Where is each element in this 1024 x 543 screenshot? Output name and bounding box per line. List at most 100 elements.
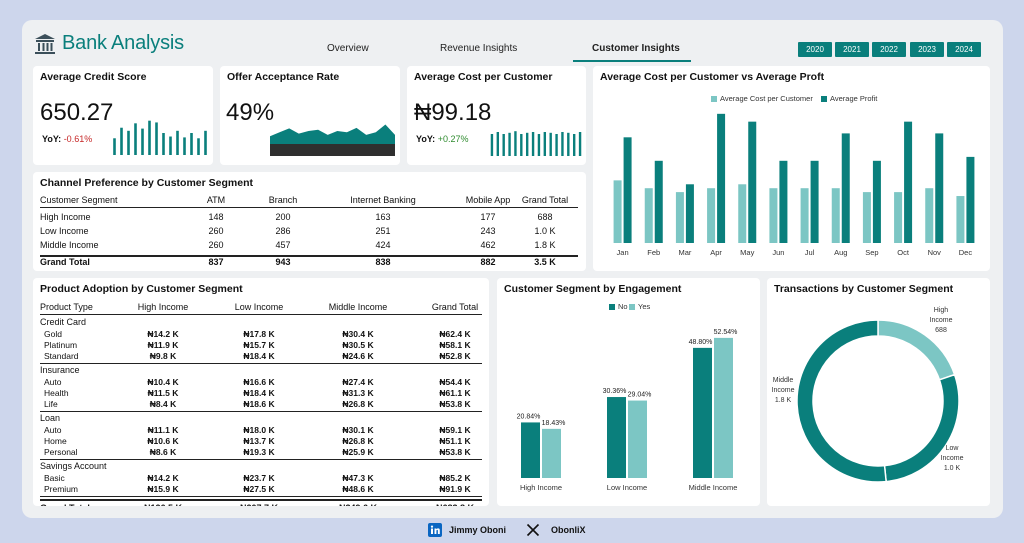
sparkline-bar xyxy=(549,132,552,156)
bar-cost xyxy=(925,188,934,243)
data-label: 52.54% xyxy=(714,329,738,336)
credit-score-sparkline xyxy=(113,120,207,155)
sparkline-bar xyxy=(197,138,200,155)
table-cell: Middle Income xyxy=(40,240,99,250)
table-header-cell: Mobile App xyxy=(465,195,511,205)
yoy-label: YoY: xyxy=(42,134,62,144)
card-engagement: Customer Segment by Engagement No Yes 20… xyxy=(497,278,760,506)
bar-cost xyxy=(738,184,747,243)
table-cell: 260 xyxy=(208,240,224,250)
table-cell: 251 xyxy=(375,226,391,236)
year-button-2024[interactable]: 2024 xyxy=(947,42,981,57)
bar-profit xyxy=(810,160,819,243)
table-header-cell: Grand Total xyxy=(431,302,479,312)
table-cell: Life xyxy=(44,399,58,409)
table-cell: ₦18.4 K xyxy=(243,351,275,361)
kpi-yoy: YoY: +0.27% xyxy=(416,134,468,144)
year-button-2023[interactable]: 2023 xyxy=(910,42,944,57)
tab-revenue-insights[interactable]: Revenue Insights xyxy=(440,43,518,54)
table-cell: 243 xyxy=(480,226,496,236)
table-cell: ₦62.4 K xyxy=(439,329,471,339)
yoy-label: YoY: xyxy=(416,134,436,144)
sparkline-bar xyxy=(162,133,165,155)
kpi-yoy: YoY: -0.61% xyxy=(42,134,92,144)
bar-profit xyxy=(623,137,632,243)
x-icon[interactable] xyxy=(526,523,540,537)
bar-cost xyxy=(707,188,716,243)
sparkline-bar xyxy=(496,132,500,156)
table-cell: ₦26.8 K xyxy=(342,436,374,446)
x-tick-label: Middle Income xyxy=(689,483,738,492)
sparkline-bar xyxy=(567,132,570,156)
table-cell: ₦19.3 K xyxy=(243,447,275,457)
sparkline-bar xyxy=(531,132,535,156)
legend-profit: Average Profit xyxy=(821,94,877,103)
kpi-title: Average Cost per Customer xyxy=(414,71,553,83)
kpi-value: 49% xyxy=(226,99,275,126)
table-cell: ₦61.1 K xyxy=(439,388,471,398)
year-button-2022[interactable]: 2022 xyxy=(872,42,906,57)
table-cell: 163 xyxy=(375,212,391,222)
table-cell: 1.0 K xyxy=(534,226,556,236)
bar-cost xyxy=(769,188,778,243)
table-cell: ₦91.9 K xyxy=(439,484,471,494)
table-total-cell: 838 xyxy=(375,257,391,267)
table-cell: 148 xyxy=(208,212,224,222)
legend-cost: Average Cost per Customer xyxy=(711,94,813,103)
tab-overview[interactable]: Overview xyxy=(327,43,369,54)
area-series xyxy=(270,124,395,144)
table-cell: ₦8.4 K xyxy=(149,399,177,409)
year-button-2021[interactable]: 2021 xyxy=(835,42,869,57)
sparkline-bar xyxy=(190,133,193,155)
area-shadow xyxy=(270,144,395,156)
table-total-cell: 3.5 K xyxy=(534,257,556,267)
table-cell: ₦27.4 K xyxy=(342,377,374,387)
table-cell: 688 xyxy=(537,212,553,222)
bar-no xyxy=(521,422,540,478)
kpi-card-credit-score: Average Credit Score 650.27 YoY: -0.61% xyxy=(33,66,213,165)
linkedin-icon[interactable] xyxy=(428,523,442,537)
table-cell: 286 xyxy=(275,226,291,236)
sparkline-bar xyxy=(141,128,144,155)
table-divider xyxy=(40,207,578,208)
x-tick-label: Sep xyxy=(865,248,878,257)
transactions-donut-chart: High Income 688 Low Income 1.0 K Middle Income 1… xyxy=(772,307,964,483)
table-cell: ₦18.0 K xyxy=(243,425,275,435)
table-cell: ₦10.6 K xyxy=(147,436,179,446)
active-tab-indicator xyxy=(573,60,691,62)
offer-acceptance-area-chart xyxy=(270,124,395,156)
tab-customer-insights[interactable]: Customer Insights xyxy=(592,43,680,54)
data-label: 18.43% xyxy=(542,420,566,427)
data-label: 20.84% xyxy=(517,413,541,420)
table-group-label: Insurance xyxy=(40,365,80,375)
donut-label: 1.0 K xyxy=(944,465,961,472)
x-tick-label: Mar xyxy=(678,248,691,257)
donut-label: High xyxy=(934,307,949,314)
sparkline-bar xyxy=(537,134,541,156)
table-cell: ₦14.2 K xyxy=(147,329,179,339)
table-title: Product Adoption by Customer Segment xyxy=(40,283,243,295)
table-title: Channel Preference by Customer Segment xyxy=(40,177,253,189)
table-cell: ₦10.4 K xyxy=(147,377,179,387)
table-header-cell: Branch xyxy=(268,195,298,205)
bar-profit xyxy=(748,121,757,243)
table-total-cell: 882 xyxy=(480,257,496,267)
data-label: 30.36% xyxy=(603,388,627,395)
table-cell: 457 xyxy=(275,240,291,250)
sparkline-bar xyxy=(508,132,511,156)
table-cell: ₦24.6 K xyxy=(342,351,374,361)
bar-yes xyxy=(542,428,561,478)
table-cell: ₦53.8 K xyxy=(439,447,471,457)
x-tick-label: Low Income xyxy=(607,483,647,492)
table-cell: ₦17.8 K xyxy=(243,329,275,339)
table-cell: Home xyxy=(44,436,67,446)
kpi-title: Offer Acceptance Rate xyxy=(227,71,340,83)
year-button-2020[interactable]: 2020 xyxy=(798,42,832,57)
bar-cost xyxy=(862,192,871,243)
bar-profit xyxy=(717,113,726,243)
bar-no xyxy=(607,397,626,478)
table-divider xyxy=(40,496,482,497)
legend-swatch xyxy=(609,303,615,310)
footer: Jimmy Oboni ObonliX xyxy=(0,522,1024,540)
table-cell: ₦30.4 K xyxy=(342,329,374,339)
